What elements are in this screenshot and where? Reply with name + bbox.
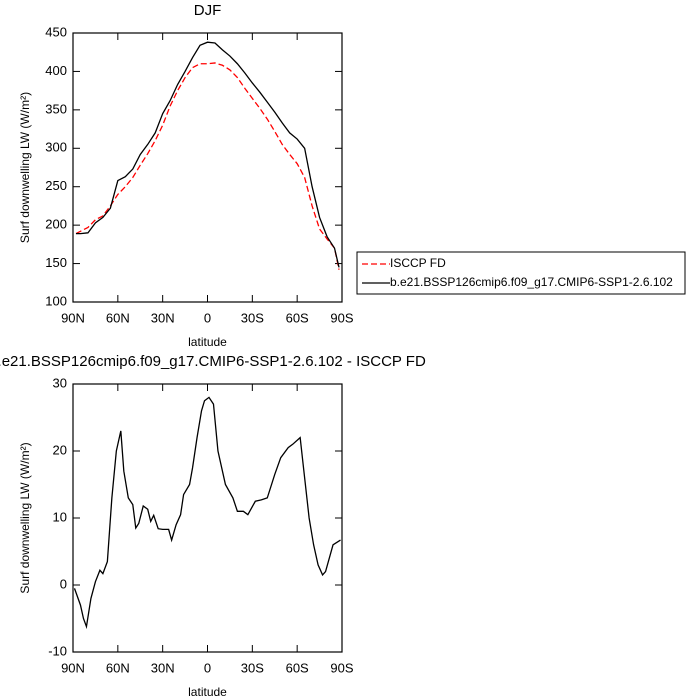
y-tick-label: 100 — [45, 293, 67, 308]
chart-title: DJF — [194, 2, 222, 19]
y-tick-label: 20 — [53, 442, 67, 457]
x-tick-label: 60S — [286, 310, 309, 325]
x-tick-label: 30N — [151, 660, 175, 675]
x-tick-label: 60S — [286, 660, 309, 675]
legend-box — [356, 251, 686, 295]
x-tick-label: 90S — [330, 310, 353, 325]
y-axis-label: Surf downwelling LW (W/m²) — [18, 92, 32, 243]
x-tick-label: 90N — [61, 310, 85, 325]
y-tick-label: -10 — [48, 643, 67, 658]
x-axis-label: latitude — [188, 685, 227, 699]
y-tick-label: 350 — [45, 101, 67, 116]
y-tick-label: 450 — [45, 24, 67, 39]
data-line — [73, 396, 341, 630]
x-tick-label: 30S — [241, 660, 264, 675]
y-tick-label: 150 — [45, 255, 67, 270]
x-tick-label: 0 — [204, 310, 211, 325]
x-tick-label: 60N — [106, 660, 130, 675]
chart-title: b.e21.BSSP126cmip6.f09_g17.CMIP6-SSP1-2.… — [0, 353, 426, 370]
plot-frame — [72, 32, 343, 303]
y-tick-label: 30 — [53, 375, 67, 390]
y-tick-label: 0 — [60, 576, 67, 591]
plot-frame — [72, 383, 343, 653]
x-tick-label: 60N — [106, 310, 130, 325]
x-tick-label: 0 — [204, 660, 211, 675]
x-tick-label: 90S — [330, 660, 353, 675]
data-line — [75, 41, 340, 268]
y-tick-label: 300 — [45, 140, 67, 155]
y-tick-label: 200 — [45, 217, 67, 232]
data-line — [75, 62, 340, 270]
y-axis-label: Surf downwelling LW (W/m²) — [18, 442, 32, 593]
y-tick-label: 10 — [53, 509, 67, 524]
y-tick-label: 400 — [45, 63, 67, 78]
x-tick-label: 30N — [151, 310, 175, 325]
x-tick-label: 90N — [61, 660, 85, 675]
y-tick-label: 250 — [45, 178, 67, 193]
x-axis-label: latitude — [188, 335, 227, 349]
x-tick-label: 30S — [241, 310, 264, 325]
legend-label: b.e21.BSSP126cmip6.f09_g17.CMIP6-SSP1-2.… — [390, 275, 673, 289]
legend-label: ISCCP FD — [390, 256, 446, 270]
